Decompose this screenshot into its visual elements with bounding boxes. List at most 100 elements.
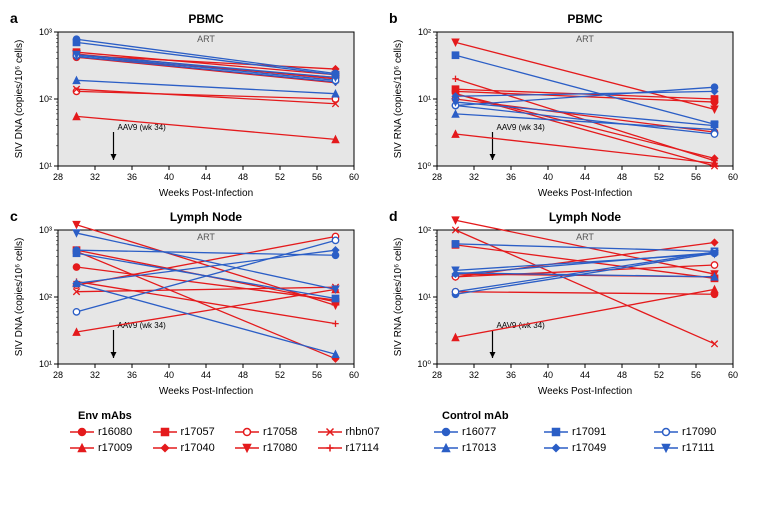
x-tick-label: 52 bbox=[275, 370, 285, 380]
x-tick-label: 36 bbox=[127, 370, 137, 380]
x-tick-label: 44 bbox=[580, 172, 590, 182]
series-marker-r16080 bbox=[73, 264, 79, 270]
legend-label: r17013 bbox=[462, 442, 496, 454]
panel-a-svg: ART28323640444852566010¹10²10³AAV9 (wk 3… bbox=[10, 10, 360, 200]
series-marker-r17090 bbox=[73, 309, 79, 315]
legend-marker-icon bbox=[153, 442, 177, 454]
legend-marker-icon bbox=[235, 426, 259, 438]
x-tick-label: 56 bbox=[691, 370, 701, 380]
x-tick-label: 56 bbox=[312, 370, 322, 380]
legend-label: r17080 bbox=[263, 442, 297, 454]
legend-item-r17114: r17114 bbox=[318, 442, 385, 454]
plot-bg bbox=[437, 32, 733, 166]
art-label: ART bbox=[197, 232, 215, 242]
x-tick-label: 32 bbox=[90, 370, 100, 380]
legend-marker-icon bbox=[153, 426, 177, 438]
x-axis-label: Weeks Post-Infection bbox=[159, 188, 253, 199]
panel-title: PBMC bbox=[567, 12, 603, 26]
legend-ctrl: Control mAb r16077r17091r17090r17013r170… bbox=[434, 410, 748, 454]
panel-title: Lymph Node bbox=[170, 210, 243, 224]
legend-marker-icon bbox=[70, 442, 94, 454]
legend-label: r16080 bbox=[98, 426, 132, 438]
panel-a: aART28323640444852566010¹10²10³AAV9 (wk … bbox=[10, 10, 369, 200]
x-tick-label: 44 bbox=[580, 370, 590, 380]
legend-env-title: Env mAbs bbox=[70, 410, 384, 422]
y-tick-label: 10⁰ bbox=[417, 359, 431, 369]
x-tick-label: 60 bbox=[728, 172, 738, 182]
panel-title: PBMC bbox=[188, 12, 224, 26]
legend-item-r17058: r17058 bbox=[235, 426, 302, 438]
annotation-label: AAV9 (wk 34) bbox=[497, 123, 546, 132]
chart-grid: aART28323640444852566010¹10²10³AAV9 (wk … bbox=[10, 10, 748, 398]
legend-label: r17057 bbox=[181, 426, 215, 438]
y-tick-label: 10³ bbox=[39, 27, 52, 37]
panel-title: Lymph Node bbox=[549, 210, 622, 224]
y-axis-label: SIV RNA (copies/10⁶ cells) bbox=[393, 40, 404, 159]
legend-env: Env mAbs r16080 r17057 r17058 rhbn07 r17009 r… bbox=[70, 410, 384, 454]
y-tick-label: 10¹ bbox=[418, 292, 431, 302]
x-tick-label: 28 bbox=[53, 172, 63, 182]
legend-item-r17049: r17049 bbox=[544, 442, 638, 454]
legend-item-r17090: r17090 bbox=[654, 426, 748, 438]
legend-label: r17091 bbox=[572, 426, 606, 438]
legend-marker-icon bbox=[544, 442, 568, 454]
x-tick-label: 60 bbox=[349, 370, 359, 380]
legend: Env mAbs r16080 r17057 r17058 rhbn07 r17009 r… bbox=[10, 410, 748, 454]
y-tick-label: 10⁰ bbox=[417, 161, 431, 171]
legend-marker-icon bbox=[654, 426, 678, 438]
panel-c: cART28323640444852566010¹10²10³AAV9 (wk … bbox=[10, 208, 369, 398]
x-tick-label: 40 bbox=[164, 370, 174, 380]
series-marker-r17058 bbox=[711, 262, 717, 268]
x-tick-label: 40 bbox=[543, 172, 553, 182]
legend-item-r17091: r17091 bbox=[544, 426, 638, 438]
legend-item-r17040: r17040 bbox=[153, 442, 220, 454]
series-marker-r17057 bbox=[711, 96, 717, 102]
series-marker-r17090 bbox=[452, 288, 458, 294]
legend-item-r16077: r16077 bbox=[434, 426, 528, 438]
x-tick-label: 44 bbox=[201, 172, 211, 182]
y-tick-label: 10² bbox=[418, 27, 431, 37]
y-tick-label: 10¹ bbox=[39, 161, 52, 171]
x-axis-label: Weeks Post-Infection bbox=[538, 188, 632, 199]
legend-item-r17111: r17111 bbox=[654, 442, 748, 454]
panel-b: bART28323640444852566010⁰10¹10²AAV9 (wk … bbox=[389, 10, 748, 200]
legend-label: r17114 bbox=[346, 442, 379, 454]
legend-label: r16077 bbox=[462, 426, 496, 438]
x-tick-label: 52 bbox=[654, 172, 664, 182]
legend-item-rhbn07: rhbn07 bbox=[318, 426, 385, 438]
legend-item-r17080: r17080 bbox=[235, 442, 302, 454]
x-tick-label: 52 bbox=[275, 172, 285, 182]
y-tick-label: 10¹ bbox=[39, 359, 52, 369]
series-marker-r17091 bbox=[452, 241, 458, 247]
panel-d-svg: ART28323640444852566010⁰10¹10²AAV9 (wk 3… bbox=[389, 208, 739, 398]
x-tick-label: 32 bbox=[90, 172, 100, 182]
x-tick-label: 48 bbox=[238, 370, 248, 380]
x-tick-label: 28 bbox=[432, 172, 442, 182]
y-tick-label: 10² bbox=[39, 292, 52, 302]
x-tick-label: 40 bbox=[164, 172, 174, 182]
x-tick-label: 56 bbox=[312, 172, 322, 182]
legend-label: r17058 bbox=[263, 426, 297, 438]
x-tick-label: 44 bbox=[201, 370, 211, 380]
x-tick-label: 36 bbox=[506, 370, 516, 380]
annotation-label: AAV9 (wk 34) bbox=[118, 123, 167, 132]
legend-label: r17090 bbox=[682, 426, 716, 438]
legend-item-r17009: r17009 bbox=[70, 442, 137, 454]
series-marker-r17080 bbox=[452, 217, 458, 223]
y-axis-label: SIV DNA (copies/10⁶ cells) bbox=[14, 40, 25, 159]
x-tick-label: 56 bbox=[691, 172, 701, 182]
x-tick-label: 36 bbox=[127, 172, 137, 182]
legend-marker-icon bbox=[434, 442, 458, 454]
legend-label: r17049 bbox=[572, 442, 606, 454]
series-marker-r17091 bbox=[73, 39, 79, 45]
y-tick-label: 10² bbox=[418, 225, 431, 235]
x-tick-label: 32 bbox=[469, 370, 479, 380]
x-tick-label: 52 bbox=[654, 370, 664, 380]
x-axis-label: Weeks Post-Infection bbox=[159, 386, 253, 397]
series-marker-r17090 bbox=[332, 237, 338, 243]
legend-marker-icon bbox=[434, 426, 458, 438]
x-tick-label: 60 bbox=[349, 172, 359, 182]
panel-b-svg: ART28323640444852566010⁰10¹10²AAV9 (wk 3… bbox=[389, 10, 739, 200]
panel-d: dART28323640444852566010⁰10¹10²AAV9 (wk … bbox=[389, 208, 748, 398]
series-marker-r17091 bbox=[73, 250, 79, 256]
